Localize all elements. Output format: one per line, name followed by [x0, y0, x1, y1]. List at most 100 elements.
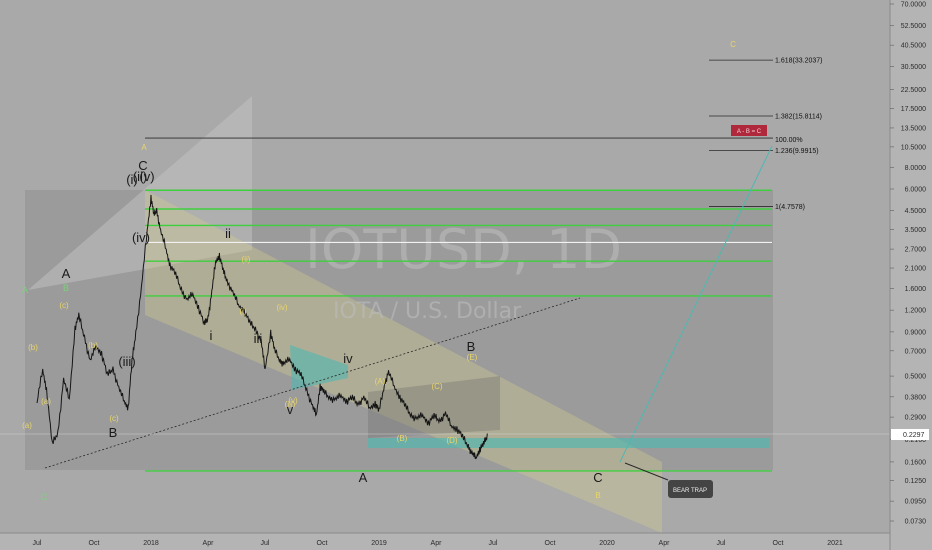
x-tick-label: 2020: [599, 540, 615, 547]
y-tick-label: 1.6000: [905, 286, 927, 293]
wave-label: (iv): [132, 230, 150, 245]
x-axis-ticks: Jul Oct 2018 Apr Jul Oct 2019 Apr Jul Oct 2020 Apr J…: [33, 540, 843, 547]
wave-label: (C): [431, 382, 442, 391]
x-tick-label: 2018: [143, 540, 159, 547]
x-tick-label: Jul: [33, 540, 42, 547]
fib-level-label: 1.382(15.8114): [775, 114, 822, 121]
wave-label: C: [138, 158, 147, 173]
wave-label: (B): [397, 434, 408, 443]
wave-label: (c): [109, 414, 119, 423]
fib-level-label: 100.00%: [775, 137, 803, 144]
y-tick-label: 0.2900: [905, 415, 927, 422]
wave-label: (b): [88, 341, 98, 350]
y-tick-label: 0.0730: [905, 519, 927, 526]
y-tick-label: 4.5000: [905, 208, 927, 215]
y-tick-label: 8.0000: [905, 165, 927, 172]
y-tick-label: 22.5000: [901, 87, 926, 94]
y-tick-label: 0.2160: [905, 437, 927, 444]
price-line: [36, 194, 488, 460]
x-tick-label: Apr: [659, 540, 671, 547]
wave-label: (a): [41, 397, 51, 406]
wave-label: i: [210, 328, 213, 343]
y-tick-label: 0.5000: [905, 374, 927, 381]
y-axis-ticks: 70.0000 52.5000 40.5000 30.5000 22.5000 17.50…: [890, 2, 926, 526]
x-tick-label: 2019: [371, 540, 387, 547]
y-tick-label: 3.5000: [905, 227, 927, 234]
wave-label: v: [287, 402, 294, 417]
watermark-symbol: IOTUSD, 1D: [305, 218, 622, 281]
fib-level-label: 1.236(9.9915): [775, 148, 819, 155]
wave-label: A: [141, 143, 147, 152]
wave-label: A: [359, 470, 368, 485]
x-tick-label: Apr: [203, 540, 215, 547]
y-tick-label: 30.5000: [901, 64, 926, 71]
wave-label: (i): [126, 172, 138, 187]
bear-trap-label: BEAR TRAP: [673, 488, 707, 494]
x-axis-panel: [0, 533, 890, 550]
watermark-name: IOTA / U.S. Dollar: [333, 299, 522, 324]
projection-triangle: [28, 96, 252, 290]
x-tick-label: Oct: [317, 540, 328, 547]
wave-label: A: [62, 266, 71, 281]
wave-label: B: [109, 425, 118, 440]
x-tick-label: Jul: [261, 540, 270, 547]
wave-label: B: [63, 283, 69, 293]
y-tick-label: 0.9000: [905, 329, 927, 336]
teal-zone-lower: [368, 438, 770, 448]
y-tick-label: 52.5000: [901, 23, 926, 30]
wave-label: (i): [239, 307, 246, 316]
y-axis-panel: [890, 0, 932, 550]
wave-label: (ii): [133, 169, 147, 184]
wave-label: (v): [139, 169, 154, 184]
wave-label: A: [22, 285, 28, 295]
x-tick-label: Oct: [545, 540, 556, 547]
wave-label: (iii): [285, 400, 296, 409]
wave-labels: (a)(b)(c)(a)(b)(c)ABC(i)(ii)(iii)(iv)(v)…: [22, 40, 736, 502]
y-tick-label: 0.1250: [905, 478, 927, 485]
wave-label: (A): [375, 377, 386, 386]
y-tick-label: 1.2000: [905, 308, 927, 315]
wave-label: (iv): [276, 303, 287, 312]
wave-label: ii: [225, 226, 231, 241]
y-tick-label: 2.7000: [905, 247, 927, 254]
teal-zone-upper: [290, 345, 348, 390]
abc-badge-label: A - B = C: [737, 129, 762, 135]
y-tick-label: 13.5000: [901, 125, 926, 132]
y-tick-label: 0.0950: [905, 499, 927, 506]
x-tick-label: Jul: [489, 540, 498, 547]
wave-label: B: [595, 491, 600, 500]
x-tick-label: Apr: [431, 540, 443, 547]
x-tick-label: Oct: [89, 540, 100, 547]
fib-level-label: 1.618(33.2037): [775, 58, 822, 65]
wave-label: (v): [288, 396, 298, 405]
bear-trap-box: [668, 480, 713, 498]
y-tick-label: 0.3800: [905, 394, 927, 401]
dotted-trendline: [44, 297, 581, 469]
bear-trap-pointer: [624, 462, 669, 481]
x-tick-label: Oct: [773, 540, 784, 547]
fib-level-label: 1(4.7578): [775, 204, 805, 211]
horizontal-levels: [145, 189, 772, 472]
wave-label: (c): [59, 301, 69, 310]
x-tick-label: 2021: [827, 540, 843, 547]
wave-label: C: [593, 470, 602, 485]
wave-label: iii: [254, 331, 263, 346]
y-tick-label: 0.7000: [905, 348, 927, 355]
abc-badge: [731, 125, 767, 136]
x-tick-label: Jul: [717, 540, 726, 547]
wave-label: C: [41, 492, 48, 502]
wave-label: B: [467, 339, 476, 354]
last-price-badge: [891, 429, 929, 440]
wave-label: (E): [467, 353, 478, 362]
wave-label: (ii): [242, 255, 251, 264]
fib-extensions: 1.618(33.2037) 1.382(15.8114) 100.00% 1.236…: [145, 58, 822, 211]
wave-label: C: [730, 40, 736, 49]
wave-label: (iii): [118, 354, 135, 369]
wave-label: iv: [343, 351, 353, 366]
projection-line: [619, 145, 773, 463]
y-tick-label: 10.5000: [901, 144, 926, 151]
y-tick-label: 40.5000: [901, 43, 926, 50]
wave-label: (a): [22, 421, 32, 430]
